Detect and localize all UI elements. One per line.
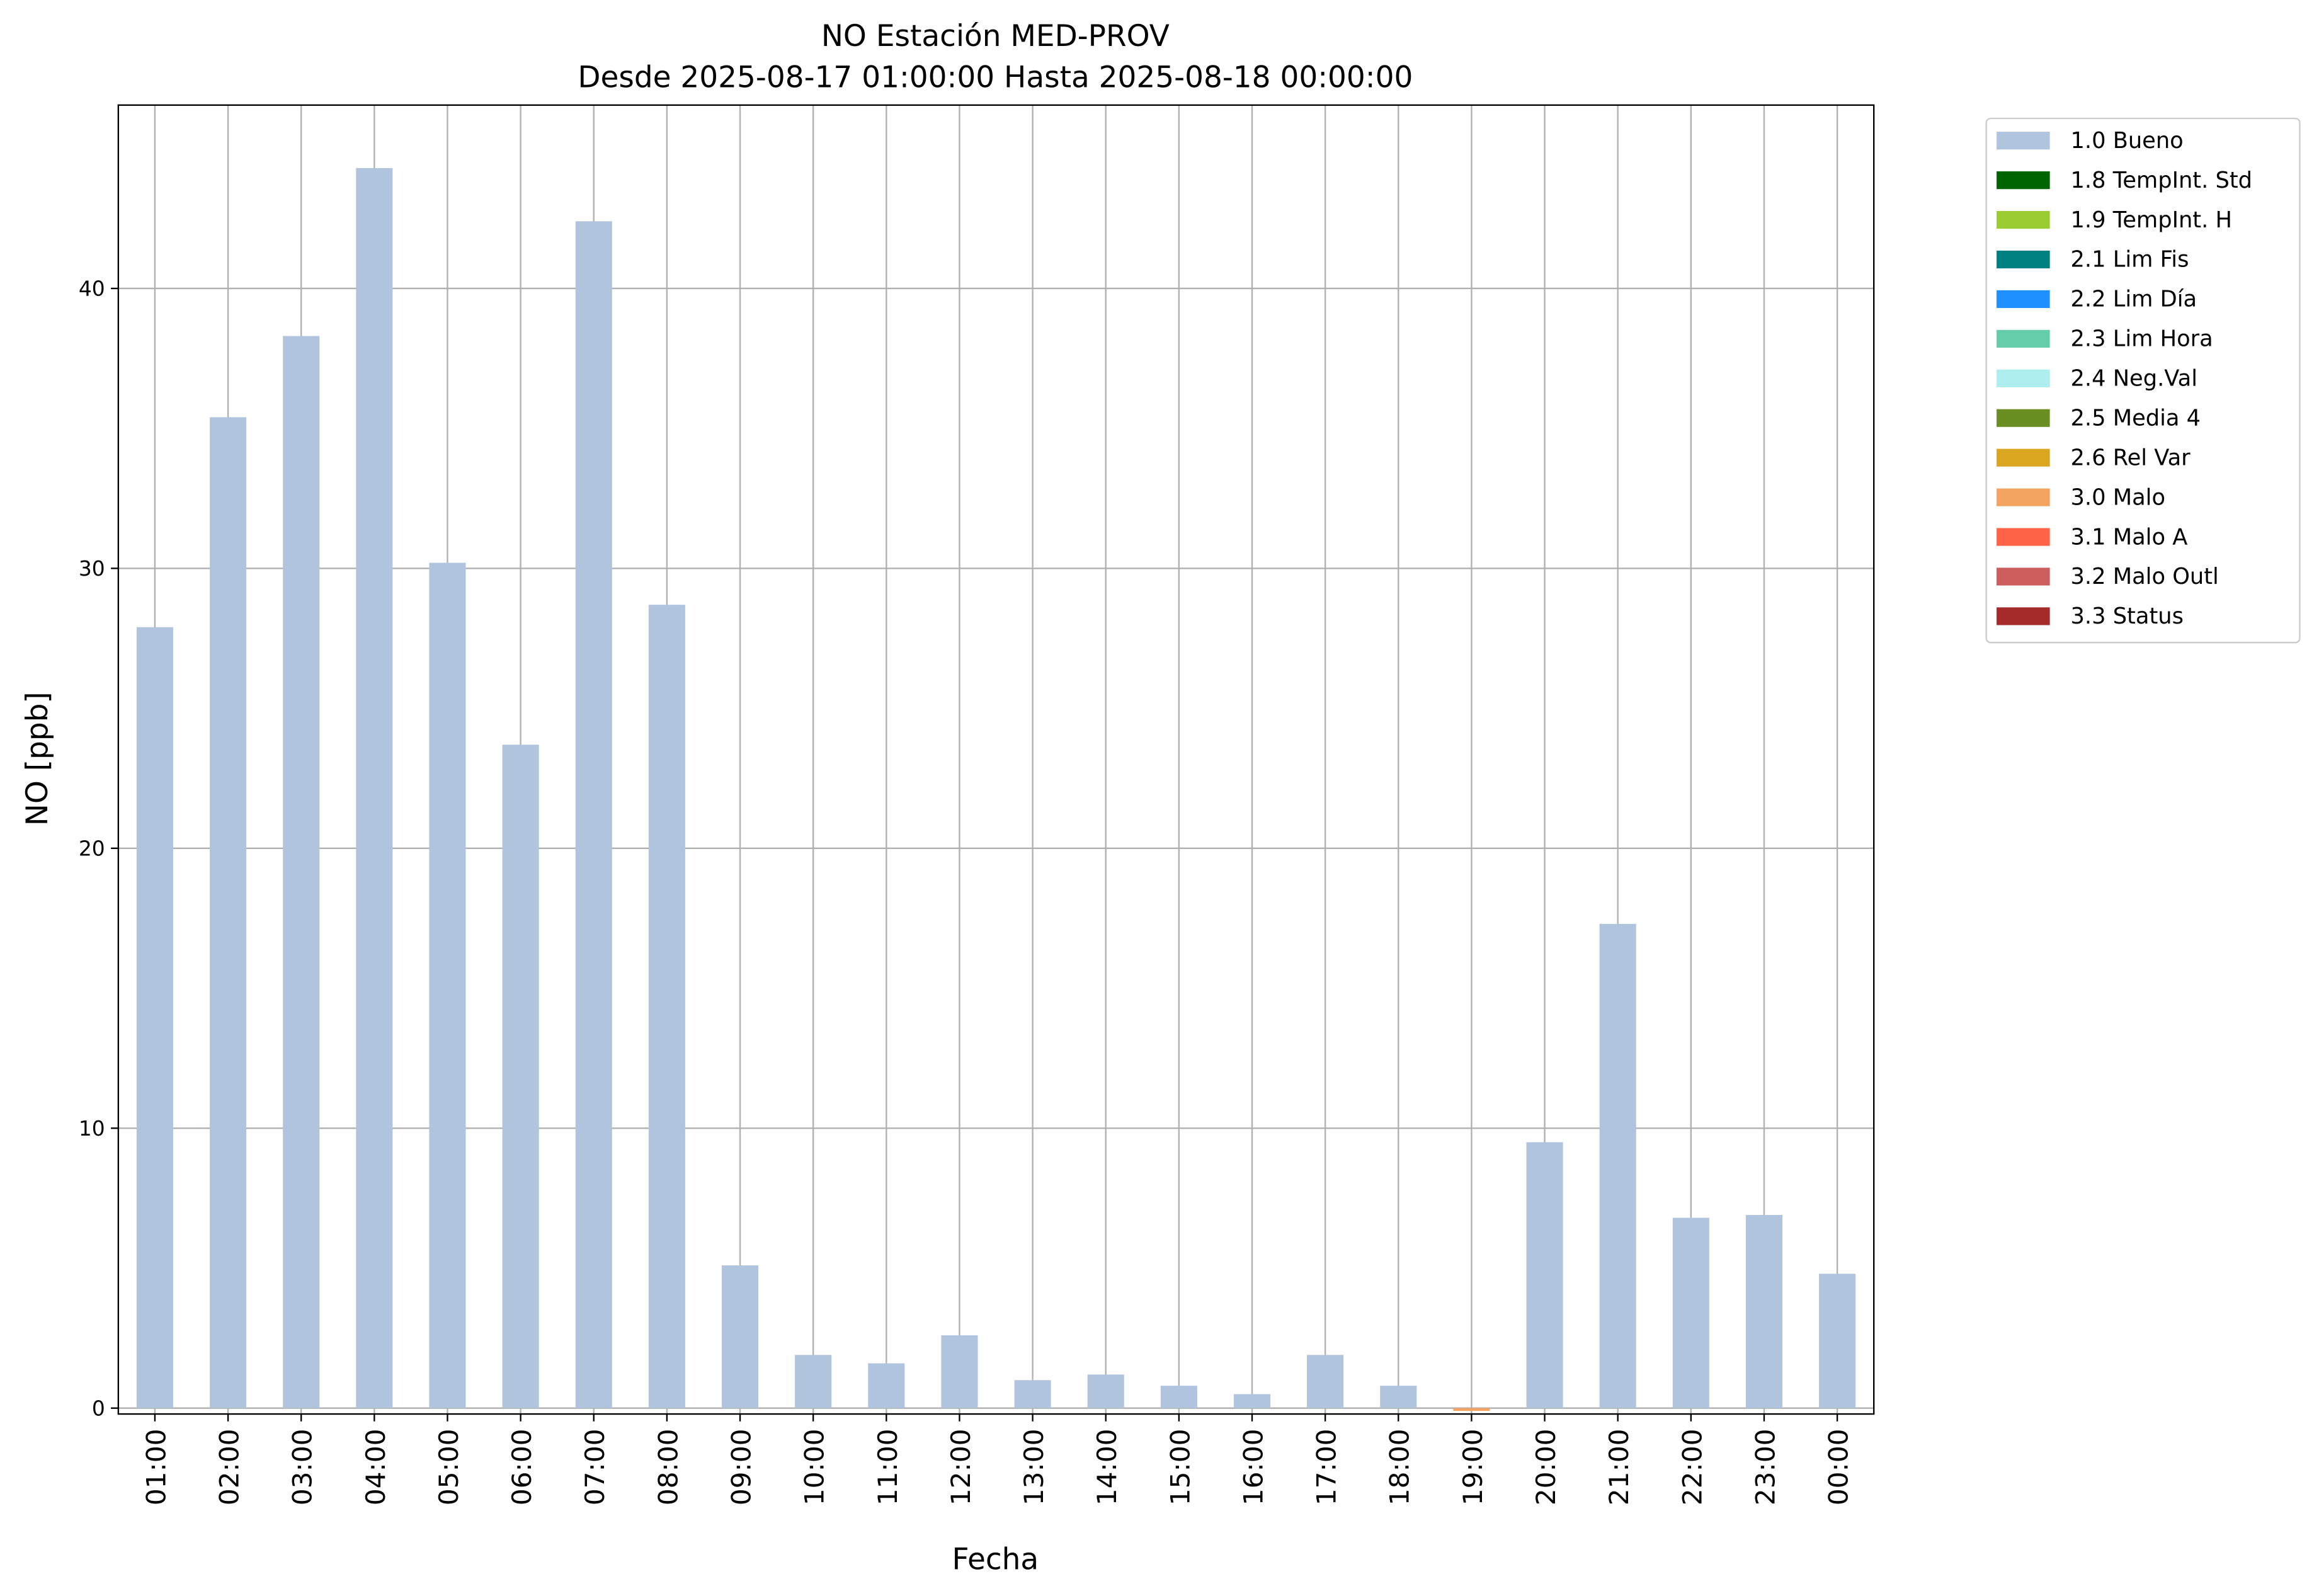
bars (136, 168, 1856, 1411)
bar (1014, 1380, 1051, 1408)
bar (1819, 1274, 1856, 1408)
plot-frame (117, 104, 1875, 1415)
legend-swatch (1997, 448, 2050, 467)
x-tick-label: 02:00 (214, 1429, 245, 1506)
bar (1453, 1408, 1490, 1411)
bar (1526, 1142, 1563, 1408)
x-tick-label: 04:00 (360, 1429, 391, 1506)
legend-swatch (1997, 488, 2050, 506)
legend-label: 2.3 Lim Hora (2071, 326, 2213, 352)
x-tick-label: 06:00 (506, 1429, 537, 1506)
legend-swatch (1997, 329, 2050, 348)
bar (502, 744, 539, 1408)
bar (1087, 1374, 1124, 1408)
x-tick-label: 03:00 (287, 1429, 318, 1506)
legend-swatch (1997, 369, 2050, 387)
x-tick-label: 14:00 (1091, 1429, 1122, 1506)
bar (795, 1355, 832, 1408)
x-tick-label: 22:00 (1677, 1429, 1707, 1506)
bar (648, 605, 685, 1408)
legend-label: 3.1 Malo A (2071, 524, 2188, 550)
legend-label: 3.2 Malo Outl (2071, 564, 2219, 590)
bar (1380, 1386, 1417, 1408)
legend-swatch (1997, 409, 2050, 427)
y-tick-label: 40 (79, 276, 105, 301)
legend-label: 2.6 Rel Var (2071, 445, 2191, 470)
legend-label: 2.5 Media 4 (2071, 405, 2201, 431)
x-tick-label: 17:00 (1311, 1429, 1342, 1506)
chart-subtitle: Desde 2025-08-17 01:00:00 Hasta 2025-08-… (578, 60, 1413, 95)
x-tick-label: 16:00 (1238, 1429, 1268, 1506)
x-tick-label: 09:00 (726, 1429, 756, 1506)
bar (1307, 1355, 1344, 1408)
legend-swatch (1997, 132, 2050, 150)
legend-label: 2.2 Lim Día (2071, 287, 2197, 312)
y-tick-label: 10 (79, 1116, 105, 1141)
legend-label: 1.9 TempInt. H (2071, 207, 2232, 233)
x-tick-label: 00:00 (1823, 1429, 1854, 1506)
x-tick-label: 19:00 (1457, 1429, 1488, 1506)
bar (941, 1335, 978, 1408)
chart-title: NO Estación MED-PROV (821, 19, 1170, 54)
x-axis-label: Fecha (952, 1542, 1039, 1577)
bar (1233, 1394, 1271, 1408)
legend-swatch (1997, 567, 2050, 586)
legend-label: 3.3 Status (2071, 603, 2184, 629)
x-tick-label: 10:00 (799, 1429, 830, 1506)
bar (1672, 1217, 1709, 1408)
y-tick-label: 30 (79, 556, 105, 581)
x-tick-label: 11:00 (872, 1429, 903, 1506)
bar (575, 221, 612, 1408)
legend-swatch (1997, 250, 2050, 269)
bar (283, 336, 320, 1408)
bar (1599, 923, 1636, 1408)
legend-swatch (1997, 607, 2050, 625)
bar (210, 417, 247, 1408)
legend-label: 2.4 Neg.Val (2071, 366, 2198, 392)
x-tick-label: 23:00 (1750, 1429, 1781, 1506)
x-tick-label: 15:00 (1165, 1429, 1195, 1506)
x-tick-label: 20:00 (1530, 1429, 1561, 1506)
legend-swatch (1997, 528, 2050, 546)
x-tick-label: 13:00 (1018, 1429, 1049, 1506)
x-tick-label: 07:00 (579, 1429, 610, 1506)
legend-label: 3.0 Malo (2071, 484, 2166, 510)
x-tick-label: 21:00 (1604, 1429, 1634, 1506)
x-tick-label: 08:00 (652, 1429, 683, 1506)
bar (136, 627, 173, 1408)
bar (722, 1265, 759, 1408)
x-tick-label: 01:00 (140, 1429, 171, 1506)
legend-box (1985, 117, 2301, 644)
x-tick-label: 05:00 (433, 1429, 464, 1506)
legend-swatch (1997, 171, 2050, 190)
bar (868, 1363, 905, 1408)
bar (1745, 1215, 1783, 1408)
legend-swatch (1997, 210, 2050, 229)
x-tick-label: 12:00 (945, 1429, 976, 1506)
legend-label: 1.0 Bueno (2071, 128, 2184, 154)
legend-label: 1.8 TempInt. Std (2071, 168, 2252, 193)
bar (356, 168, 393, 1408)
x-tick-label: 18:00 (1384, 1429, 1415, 1506)
y-tick-label: 0 (92, 1396, 105, 1420)
bar (1160, 1386, 1197, 1408)
legend-swatch (1997, 290, 2050, 309)
y-axis-label: NO [ppb] (20, 692, 55, 826)
y-tick-label: 20 (79, 836, 105, 861)
bar (429, 562, 466, 1408)
legend-label: 2.1 Lim Fis (2071, 247, 2189, 273)
